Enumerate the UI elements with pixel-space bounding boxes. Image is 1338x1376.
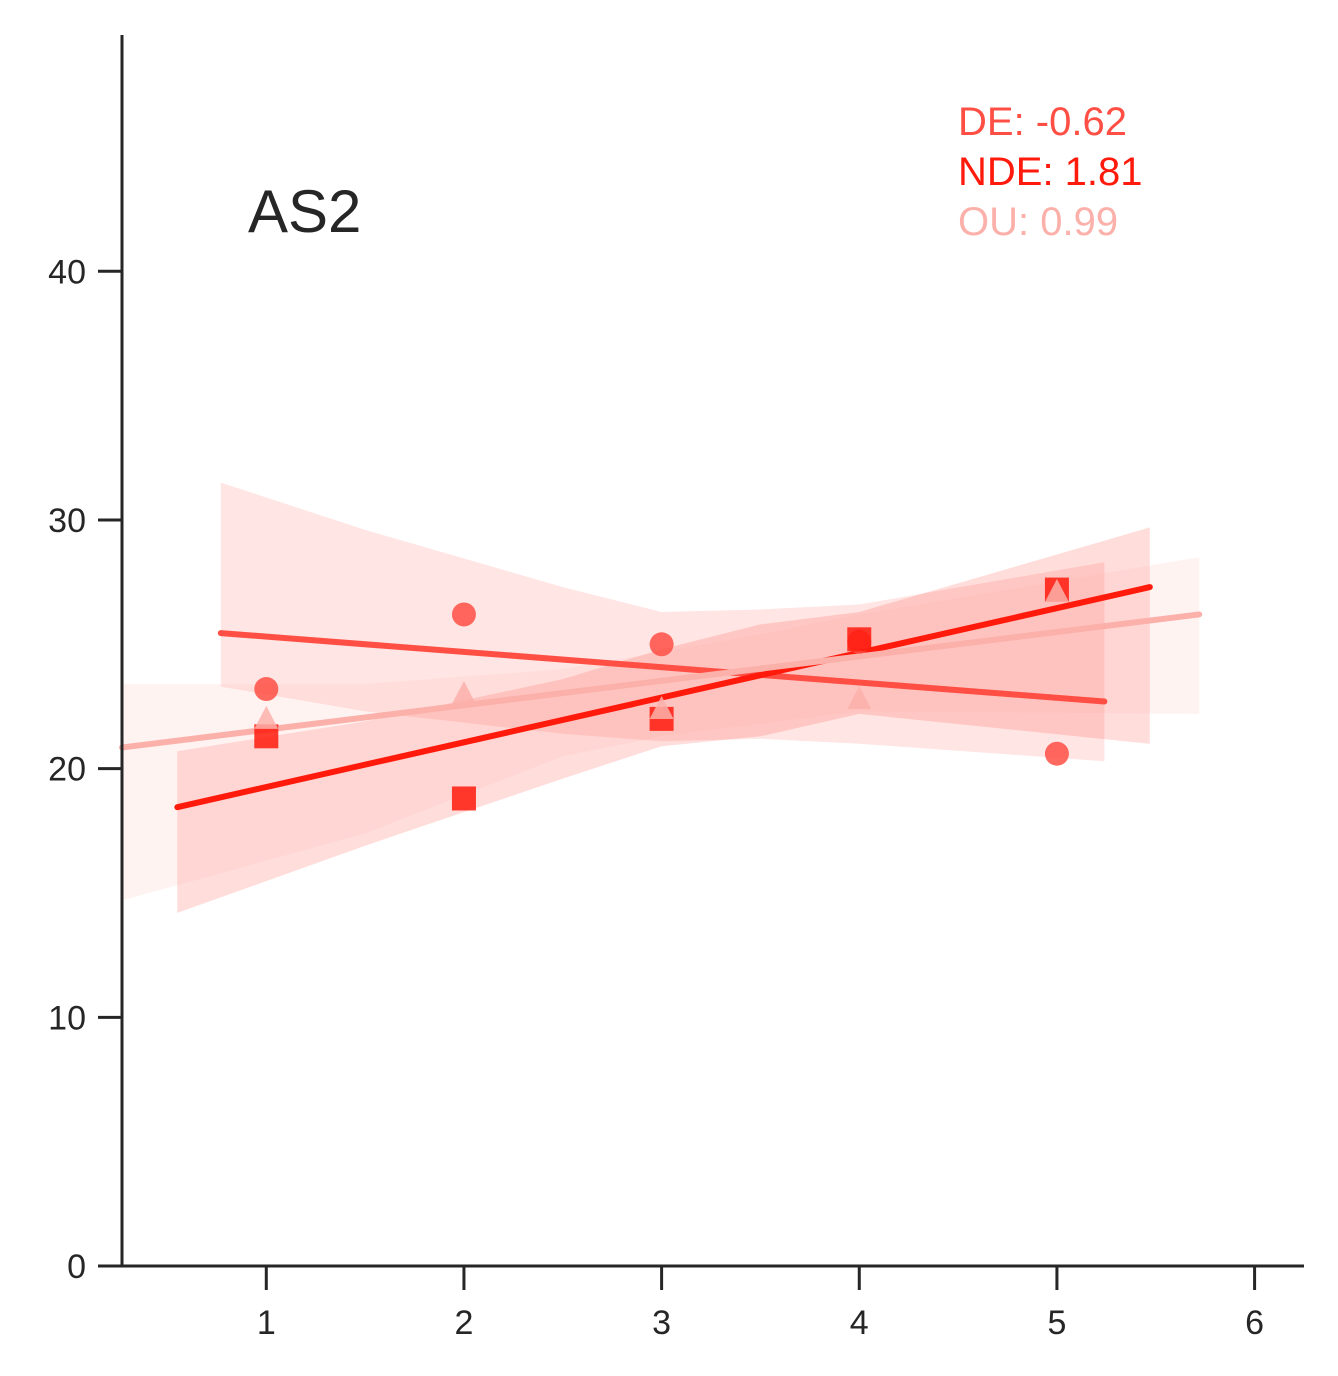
point-circle [649,632,674,657]
point-circle [451,602,476,627]
y-tick-label: 10 [48,999,86,1037]
point-triangle [1044,579,1069,603]
y-tick-label: 20 [48,751,86,789]
fit-line-square [174,584,1153,811]
point-triangle [451,681,476,705]
fit-line-circle [217,630,1108,705]
band-circle [220,482,1105,762]
y-tick-label: 0 [67,1248,86,1286]
x-tick-label: 5 [1047,1304,1066,1342]
point-triangle [254,705,279,729]
regression-lines [119,584,1203,811]
x-tick-label: 3 [652,1304,671,1342]
data-points [254,577,1069,811]
stat-annotations: DE: -0.62 NDE: 1.81 OU: 0.99 [958,100,1143,244]
panel-title: AS2 [248,178,361,245]
axes [120,35,1304,1268]
stat-ou: OU: 0.99 [958,200,1118,244]
point-triangle [847,685,872,709]
point-square [451,786,476,811]
point-square [254,724,279,749]
axis-ticks: 0 10 20 30 40 1 2 3 4 5 6 [48,253,1264,1342]
y-tick-label: 30 [48,502,86,540]
y-tick-label: 40 [48,253,86,291]
x-tick-label: 1 [257,1304,276,1342]
fit-line-triangle [119,611,1203,751]
x-tick-label: 2 [454,1304,473,1342]
stat-de: DE: -0.62 [958,100,1127,144]
point-triangle [649,695,674,719]
stat-nde: NDE: 1.81 [958,150,1143,194]
x-tick-label: 4 [850,1304,869,1342]
point-circle [254,677,279,702]
point-square [847,627,872,652]
x-tick-label: 6 [1245,1304,1264,1342]
point-circle [1044,741,1069,766]
